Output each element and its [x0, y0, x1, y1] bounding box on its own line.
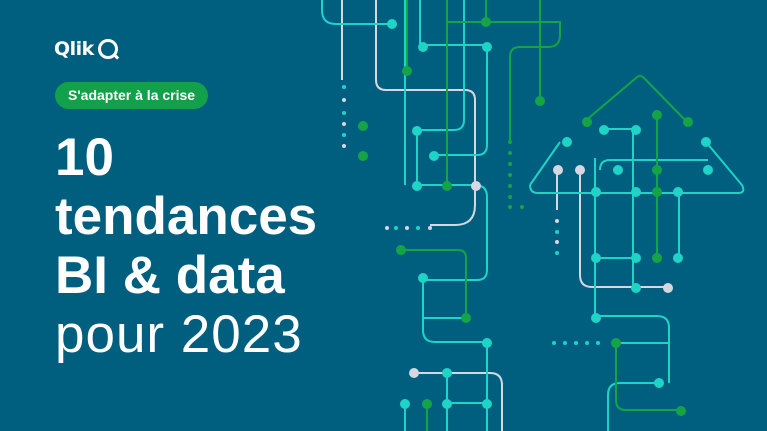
qlik-logo: Qlik — [54, 38, 118, 60]
headline-line-2: tendances — [55, 187, 318, 246]
qlik-q-icon — [97, 39, 118, 59]
category-badge: S'adapter à la crise — [55, 82, 209, 109]
headline-line-1: 10 — [55, 128, 114, 187]
headline-line-3: BI & data — [55, 246, 285, 305]
headline: 10 tendances BI & data pour 2023 — [55, 128, 317, 364]
headline-line-4: pour 2023 — [55, 305, 303, 364]
